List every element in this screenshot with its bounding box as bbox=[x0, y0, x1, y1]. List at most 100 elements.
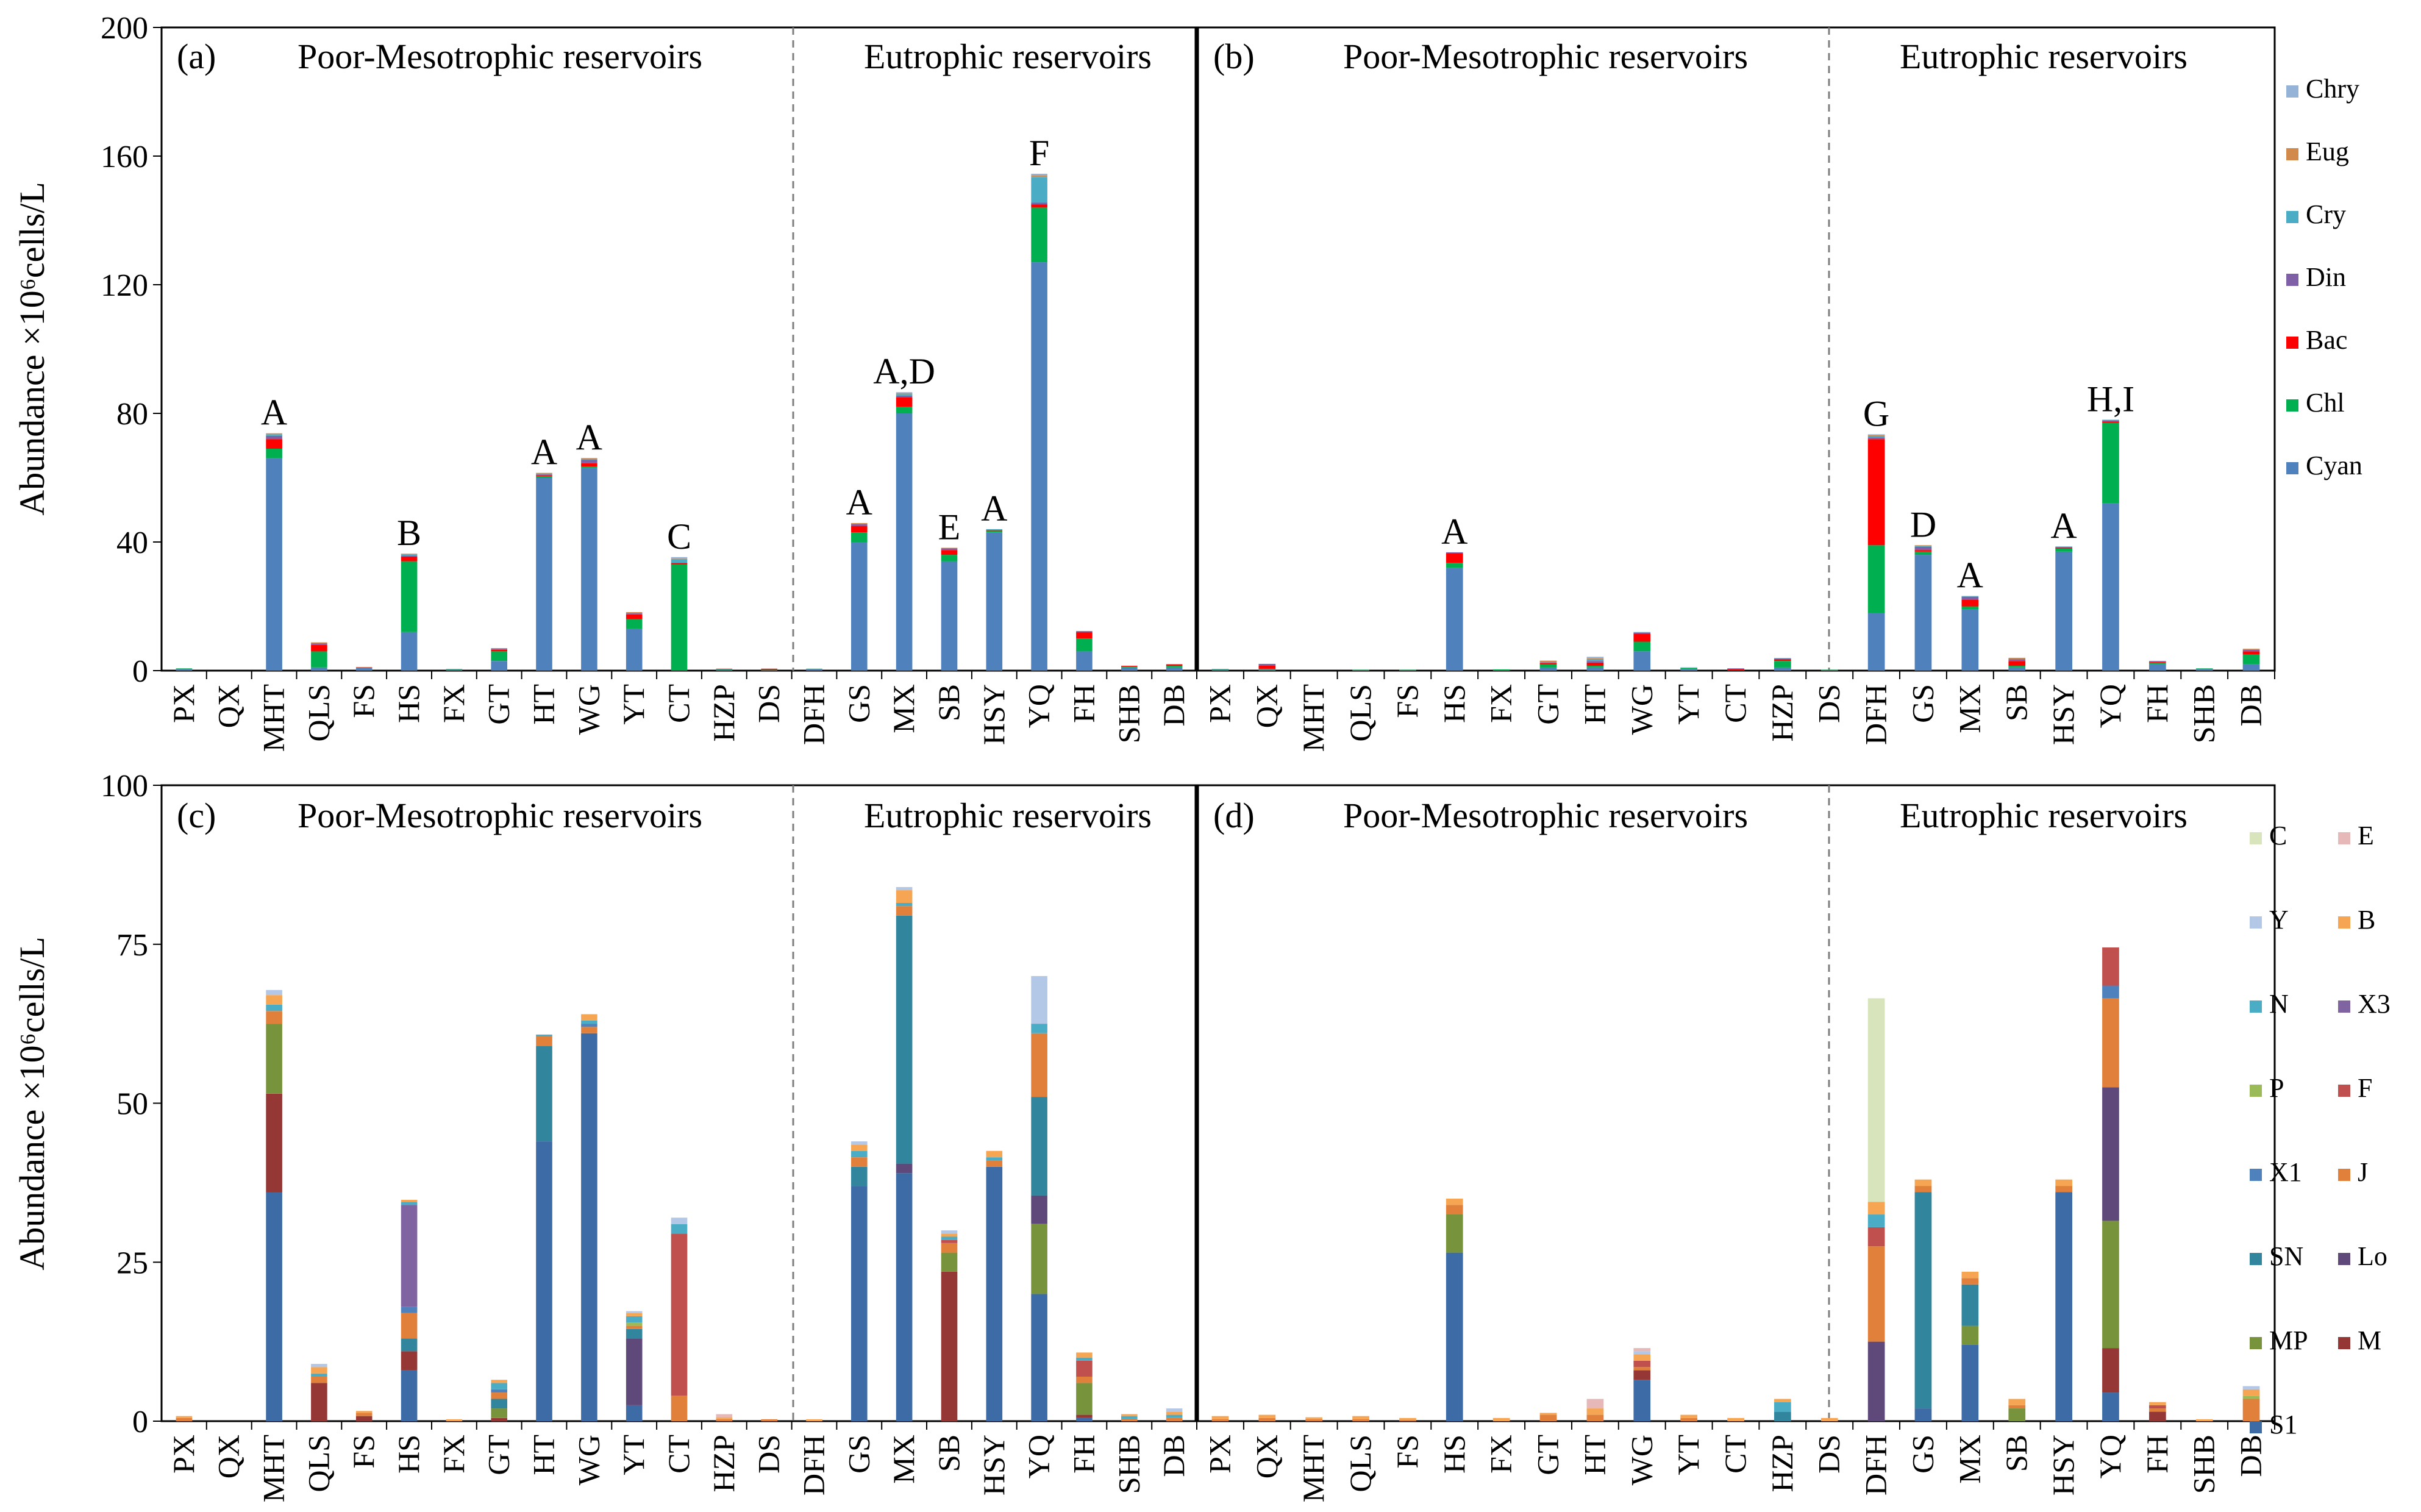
x-tick-label--a--fs: FS bbox=[346, 684, 380, 718]
bar-segment--a--ds-chl bbox=[761, 669, 777, 670]
panel-c-eutrophic-label: Eutrophic reservoirs bbox=[864, 796, 1152, 835]
legend-label-n: N bbox=[2269, 989, 2289, 1019]
bar-segment--a--ht-eug bbox=[536, 472, 552, 474]
bar-segment--c--yq-s1 bbox=[1031, 1294, 1047, 1421]
bar-segment--d--fh-m bbox=[2149, 1411, 2166, 1421]
bar-segment--b--hsy-bac bbox=[2055, 547, 2072, 549]
bar-segment--d--wg-s1 bbox=[1633, 1380, 1651, 1421]
bar-segment--d--yq-s1 bbox=[2102, 1393, 2119, 1421]
bar-segment--d--hzp-n bbox=[1774, 1402, 1791, 1412]
bar-segment--c--mht-s1 bbox=[266, 1192, 282, 1421]
bar-segment--a--db-cyan bbox=[1166, 667, 1183, 671]
bar-segment--d--yq-f bbox=[2102, 947, 2119, 986]
bar-segment--b--wg-chl bbox=[1633, 641, 1651, 652]
bar-segment--d--yt-b bbox=[1680, 1414, 1697, 1418]
bar-segment--a--ht-bac bbox=[536, 475, 552, 476]
bar-segment--c--sb-j bbox=[941, 1243, 958, 1253]
bar-segment--c--yt-lo bbox=[626, 1338, 643, 1405]
x-tick-label--b--yt: YT bbox=[1671, 684, 1705, 725]
bar-segment--a--yt-din bbox=[626, 613, 643, 615]
bar-segment--a--wg-chl bbox=[581, 466, 597, 468]
x-tick-label--c--gs: GS bbox=[841, 1435, 875, 1474]
bar-segment--d--dfh-c bbox=[1867, 998, 1885, 1202]
bar-segment--d--mx-s1 bbox=[1961, 1344, 1979, 1421]
bar-segment--b--yq-cyan bbox=[2102, 503, 2119, 671]
bar-segment--c--mx-y bbox=[896, 886, 913, 891]
x-tick-label--a--gt: GT bbox=[482, 684, 516, 725]
bar-segment--b--hzp-cyan bbox=[1774, 667, 1791, 671]
bar-segment--b--gt-din bbox=[1539, 662, 1557, 663]
bar-segment--c--yq-y bbox=[1031, 975, 1047, 1024]
legend-label-c: C bbox=[2269, 821, 2287, 850]
x-tick-label--b--ds: DS bbox=[1812, 684, 1846, 723]
bar-segment--a--ds-bac bbox=[761, 668, 777, 670]
x-tick-label--a--hs: HS bbox=[391, 684, 426, 723]
x-tick-label--a--fx: FX bbox=[437, 684, 471, 723]
bar-segment--d--dfh-n bbox=[1867, 1214, 1885, 1227]
panel-c-poor-meso-label: Poor-Mesotrophic reservoirs bbox=[298, 796, 702, 835]
bar-segment--d--gs-sn bbox=[1914, 1192, 1932, 1409]
bar-segment--a--yt-chl bbox=[626, 619, 643, 629]
bar-segment--a--fx-cyan bbox=[446, 669, 463, 671]
x-tick-label--a--mht: MHT bbox=[257, 684, 291, 752]
significance-label--a--mht: A bbox=[261, 393, 287, 433]
x-tick-label--c--shb: SHB bbox=[1111, 1435, 1146, 1494]
bar-segment--a--dfh-cyan bbox=[806, 669, 822, 671]
bar-segment--b--mx-din bbox=[1961, 596, 1979, 600]
bar-segment--c--ht-j bbox=[536, 1036, 552, 1046]
bar-segment--c--yq-mp bbox=[1031, 1224, 1047, 1294]
y-tick-label--a--40: 40 bbox=[116, 526, 148, 560]
bar-segment--b--qx-cyan bbox=[1258, 669, 1276, 671]
x-tick-label--d--yt: YT bbox=[1671, 1435, 1705, 1475]
bar-segment--c--hs-x3 bbox=[401, 1205, 418, 1307]
bar-segment--d--shb-b bbox=[2195, 1419, 2213, 1421]
bar-segment--b--ht-chry bbox=[1586, 657, 1604, 658]
x-tick-label--c--yq: YQ bbox=[1022, 1435, 1056, 1478]
bar-segment--a--hs-chl bbox=[401, 561, 418, 632]
bar-segment--a--sb-eug bbox=[941, 547, 958, 549]
bar-segment--a--ct-eug bbox=[671, 558, 688, 560]
bar-segment--d--sb-j bbox=[2008, 1405, 2026, 1409]
bar-segment--a--hsy-din bbox=[986, 530, 1003, 531]
legend-label-p: P bbox=[2269, 1073, 2284, 1103]
x-tick-label--d--gt: GT bbox=[1531, 1435, 1565, 1475]
bar-segment--b--sb-chl bbox=[2008, 666, 2026, 668]
x-tick-label--a--ct: CT bbox=[661, 684, 696, 723]
bar-segment--a--hs-bac bbox=[401, 556, 418, 562]
bar-segment--a--qls-chl bbox=[311, 651, 327, 668]
bar-segment--c--gs-y bbox=[851, 1141, 868, 1145]
bar-segment--c--yt-p bbox=[626, 1322, 643, 1326]
bar-segment--a--wg-cyan bbox=[581, 468, 597, 671]
bar-segment--b--yq-bac bbox=[2102, 421, 2119, 423]
bar-segment--b--mx-bac bbox=[1961, 600, 1979, 607]
bar-segment--c--gs-n bbox=[851, 1150, 868, 1158]
bar-segment--b--dfh-chl bbox=[1867, 545, 1885, 613]
bar-segment--d--db-p bbox=[2242, 1396, 2260, 1399]
x-tick-label--b--yq: YQ bbox=[2093, 684, 2127, 728]
bar-segment--d--gt-b bbox=[1539, 1413, 1557, 1415]
x-tick-label--d--mht: MHT bbox=[1296, 1435, 1330, 1502]
y-tick-label--a--200: 200 bbox=[101, 11, 148, 46]
legend-swatch-x1 bbox=[2250, 1169, 2262, 1181]
bar-segment--b--sb-din bbox=[2008, 659, 2026, 661]
x-tick-label--c--gt: GT bbox=[482, 1435, 516, 1475]
bar-segment--a--ht-cry bbox=[536, 473, 552, 475]
y-tick-label--c--50: 50 bbox=[116, 1087, 148, 1122]
bar-segment--c--fx-b bbox=[446, 1419, 463, 1421]
bar-segment--c--fh-s1 bbox=[1076, 1417, 1093, 1421]
panel-b-title: (b) bbox=[1213, 37, 1255, 76]
top-legend: Chry Eug Cry Din Bac Chl Cyan bbox=[2286, 74, 2362, 480]
bar-segment--a--hzp-cyan bbox=[716, 669, 733, 671]
legend-label-cyan: Cyan bbox=[2306, 451, 2362, 480]
bar-segment--d--sb-mp bbox=[2008, 1408, 2026, 1421]
bar-segment--b--ht-bac bbox=[1586, 662, 1604, 666]
bar-segment--d--fh-b bbox=[2149, 1402, 2166, 1405]
bar-segment--b--yt-cyan bbox=[1680, 669, 1697, 671]
bar-segment--b--db-cyan bbox=[2242, 664, 2260, 671]
x-tick-label--b--sb: SB bbox=[1999, 684, 2033, 721]
bar-segment--a--yq-chl bbox=[1031, 207, 1047, 263]
bar-segment--b--ds-chl bbox=[1820, 669, 1838, 670]
significance-label--b--hs: A bbox=[1441, 512, 1467, 552]
bar-segment--d--yq-m bbox=[2102, 1348, 2119, 1393]
bar-segment--c--db-j bbox=[1166, 1417, 1183, 1421]
